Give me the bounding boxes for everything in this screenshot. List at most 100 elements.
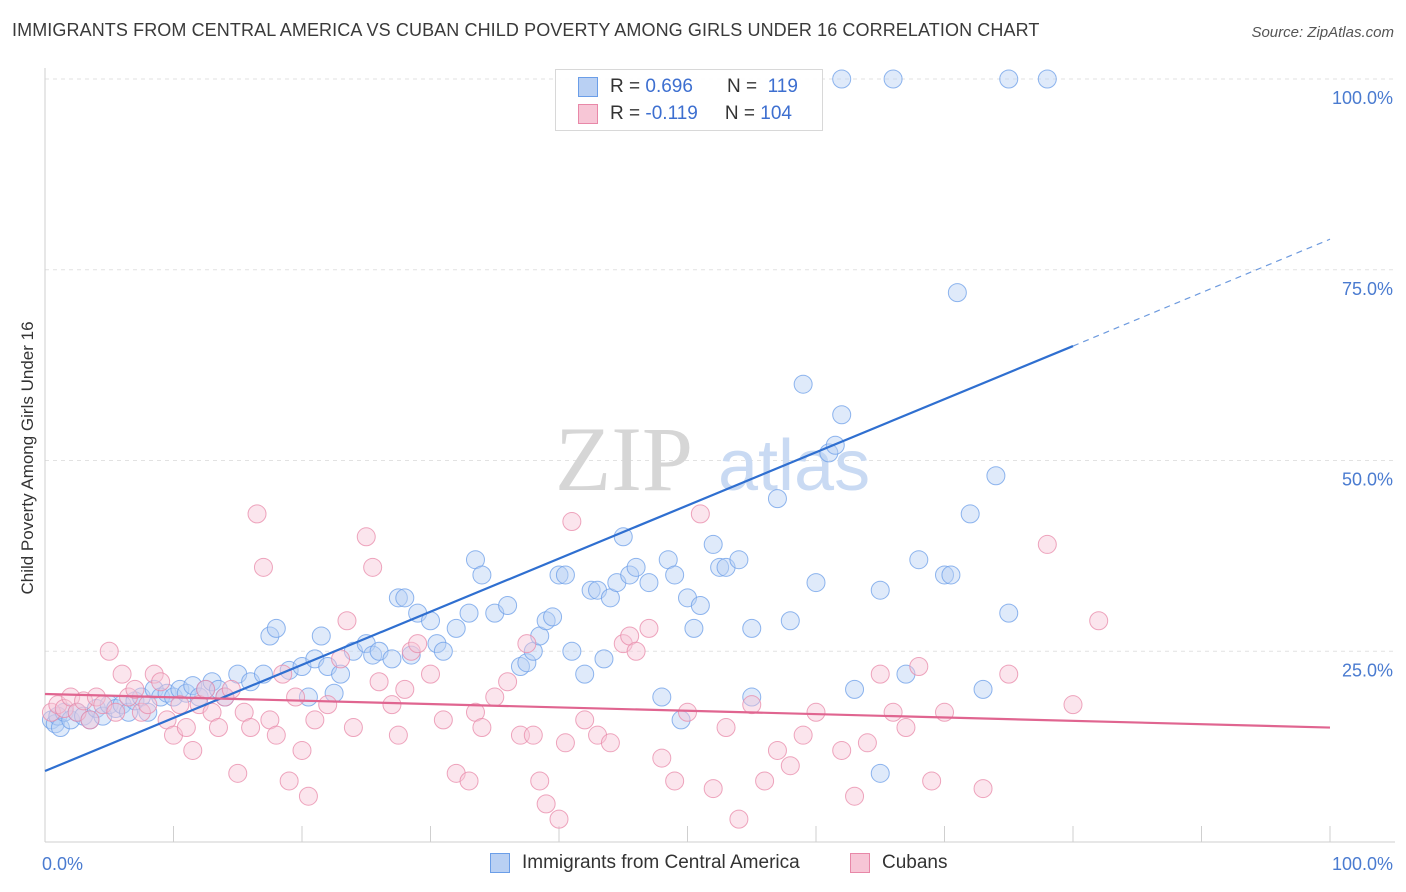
data-point — [652, 748, 672, 768]
data-point — [131, 702, 151, 722]
data-point — [575, 710, 595, 730]
data-point — [941, 565, 961, 585]
data-point — [594, 649, 614, 669]
data-point — [196, 679, 216, 699]
data-point — [909, 657, 929, 677]
data-point — [343, 718, 363, 738]
legend-r-label: R = — [610, 76, 641, 97]
data-point — [986, 466, 1006, 486]
data-point — [382, 695, 402, 715]
trend-line-central-america — [44, 345, 1074, 773]
data-point — [780, 756, 800, 776]
data-point — [665, 565, 685, 585]
legend-r-value: -0.119 — [645, 103, 698, 124]
y-tick-label: 100.0% — [1332, 88, 1393, 108]
data-point — [176, 718, 196, 738]
data-point — [523, 725, 543, 745]
data-point — [517, 653, 537, 673]
legend-n-value: 104 — [760, 103, 792, 124]
data-point — [498, 672, 518, 692]
data-point — [973, 779, 993, 799]
legend-row-central-america: R = 0.696 N = 119 — [578, 74, 798, 100]
data-point — [266, 725, 286, 745]
legend: R = 0.696 N = 119 R = -0.119 N = 104 — [555, 69, 823, 131]
data-point — [1063, 695, 1083, 715]
data-point — [260, 626, 280, 646]
data-point — [241, 718, 261, 738]
data-point — [106, 702, 126, 722]
bottom-legend-cubans: Cubans — [850, 852, 948, 874]
data-point — [883, 69, 903, 89]
data-point — [549, 809, 569, 829]
data-point — [806, 573, 826, 593]
x-tick-label: 100.0% — [1332, 854, 1393, 874]
tick-labels: 25.0% 50.0% 75.0% 100.0% 0.0% 100.0% — [42, 88, 1393, 874]
data-point — [883, 702, 903, 722]
data-point — [710, 557, 730, 577]
data-point — [626, 641, 646, 661]
data-point — [286, 687, 306, 707]
legend-n-value: 119 — [767, 76, 798, 97]
data-point — [401, 641, 421, 661]
series-cubans-points — [41, 504, 1109, 829]
data-point — [151, 672, 171, 692]
data-point — [626, 557, 646, 577]
data-point — [331, 664, 351, 684]
data-point — [279, 771, 299, 791]
data-point — [780, 611, 800, 631]
data-point — [652, 687, 672, 707]
data-point — [427, 634, 447, 654]
data-point — [555, 565, 575, 585]
data-point — [138, 702, 158, 722]
data-point — [793, 725, 813, 745]
data-point — [253, 557, 273, 577]
data-point — [690, 504, 710, 524]
data-point — [311, 626, 331, 646]
data-point — [684, 618, 704, 638]
data-point — [832, 740, 852, 760]
trend-line-central-america-extension — [1072, 238, 1331, 347]
data-point — [318, 695, 338, 715]
data-point — [305, 710, 325, 730]
data-point — [909, 550, 929, 570]
data-point — [562, 641, 582, 661]
data-point — [433, 710, 453, 730]
data-point — [960, 504, 980, 524]
watermark-zip: ZIP — [555, 408, 693, 510]
data-point — [472, 565, 492, 585]
data-point — [845, 679, 865, 699]
legend-swatch-blue — [578, 77, 598, 97]
data-point — [408, 634, 428, 654]
data-point — [562, 512, 582, 532]
bottom-legend-swatch-pink — [850, 853, 870, 873]
data-point — [999, 603, 1019, 623]
data-point — [947, 283, 967, 303]
data-point — [369, 672, 389, 692]
data-point — [446, 618, 466, 638]
data-point — [202, 672, 222, 692]
data-point — [382, 649, 402, 669]
data-point — [498, 595, 518, 615]
data-point — [517, 634, 537, 654]
series-central-america-points — [41, 69, 1057, 783]
data-point — [1037, 69, 1057, 89]
data-point — [266, 618, 286, 638]
data-point — [845, 786, 865, 806]
data-point — [896, 718, 916, 738]
legend-r-label: R = — [610, 103, 641, 124]
data-point — [1089, 611, 1109, 631]
data-point — [600, 733, 620, 753]
data-point — [755, 771, 775, 791]
data-point — [125, 679, 145, 699]
data-point — [767, 489, 787, 509]
data-point — [298, 786, 318, 806]
y-tick-label: 75.0% — [1342, 279, 1393, 299]
data-point — [806, 702, 826, 722]
data-point — [549, 565, 569, 585]
data-point — [793, 374, 813, 394]
data-point — [144, 664, 164, 684]
data-point — [729, 550, 749, 570]
data-point — [208, 718, 228, 738]
data-point — [395, 679, 415, 699]
data-point — [41, 702, 61, 722]
